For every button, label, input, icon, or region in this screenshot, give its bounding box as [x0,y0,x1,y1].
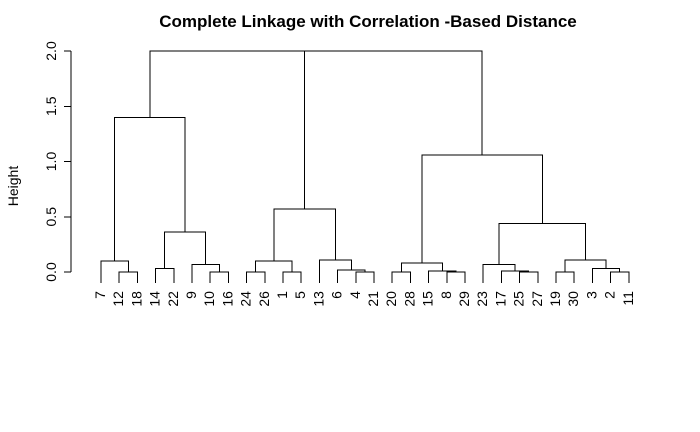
leaf-label: 7 [92,291,108,299]
dendrogram-branch [428,270,457,284]
dendrogram-branch [498,222,587,265]
leaf-label: 2 [602,291,618,299]
leaf-label: 10 [201,291,217,307]
dendrogram-branch [114,116,186,261]
y-axis: 0.0 0.5 1.0 1.5 2.0 [43,41,72,282]
dendrogram-branch [391,271,411,284]
leaf-label: 28 [401,291,417,307]
leaf-label: 8 [438,291,454,299]
leaf-label: 13 [310,291,326,307]
leaf-labels: 7 12 18 14 22 9 10 16 24 26 1 5 13 6 4 21 20 28 15 8 29 23 17 2… [92,291,636,307]
leaf-label: 15 [420,291,436,307]
dendrogram-branch [421,154,543,264]
y-tick-label: 0.5 [43,207,59,227]
dendrogram-branch [255,260,293,272]
chart-title: Complete Linkage with Correlation -Based… [159,12,577,31]
dendrogram-branch [304,50,483,210]
leaf-label: 27 [529,291,545,307]
dendrogram-branch [482,263,516,284]
dendrogram-branch [591,268,621,284]
leaf-label: 4 [347,291,363,299]
leaf-label: 11 [620,291,636,306]
dendrogram-tree [100,50,630,284]
leaf-label: 30 [565,291,581,307]
y-tick-label: 2.0 [43,41,59,61]
dendrogram-branch [564,259,607,272]
dendrogram-branch [610,271,630,284]
leaf-label: 26 [256,291,272,307]
dendrogram-branch [149,50,394,118]
leaf-label: 6 [329,291,345,299]
dendrogram-branch [555,271,575,284]
leaf-label: 3 [583,291,599,299]
y-axis-label: Height [5,166,21,207]
leaf-label: 23 [474,291,490,307]
leaf-label: 16 [219,291,235,307]
dendrogram-branch [246,271,266,284]
dendrogram-branch [118,271,138,284]
leaf-label: 9 [183,291,199,299]
leaf-label: 29 [456,291,472,307]
dendrogram-branch [191,263,220,284]
leaf-label: 14 [147,291,163,307]
dendrogram-branch [500,270,530,284]
dendrogram-branch [519,271,539,284]
leaf-label: 22 [165,291,181,307]
dendrogram-branch [446,271,466,284]
dendrogram-branch [282,271,302,284]
dendrogram-branch [164,231,207,269]
leaf-label: 19 [547,291,563,307]
leaf-label: 5 [292,291,308,299]
dendrogram-branch [155,268,175,284]
dendrogram-branch [273,208,336,261]
dendrogram-branch [318,259,352,284]
leaf-label: 1 [274,291,290,299]
leaf-label: 12 [110,291,126,307]
leaf-label: 20 [383,291,399,307]
leaf-label: 24 [238,291,254,307]
y-tick-label: 1.5 [43,96,59,116]
leaf-label: 25 [511,291,527,307]
dendrogram-branch [209,271,229,284]
y-tick-label: 0.0 [43,262,59,282]
dendrogram-branch [355,271,375,284]
leaf-label: 17 [492,291,508,307]
y-tick-label: 1.0 [43,152,59,172]
leaf-label: 21 [365,291,381,307]
leaf-label: 18 [128,291,144,307]
